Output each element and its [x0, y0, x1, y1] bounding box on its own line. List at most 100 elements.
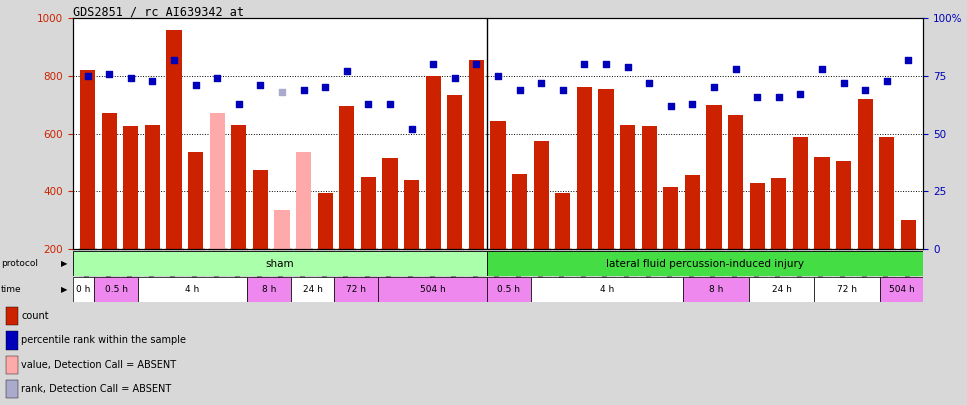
Point — [555, 87, 571, 93]
Bar — [145, 125, 160, 249]
Point — [749, 94, 765, 100]
Text: 0 h: 0 h — [76, 285, 91, 294]
Bar — [487, 277, 531, 302]
Text: lateral fluid percussion-induced injury: lateral fluid percussion-induced injury — [606, 259, 805, 269]
Bar — [6, 356, 17, 374]
Point — [102, 70, 117, 77]
Bar — [513, 174, 527, 249]
Point — [404, 126, 420, 132]
Text: 0.5 h: 0.5 h — [497, 285, 520, 294]
Bar — [901, 220, 916, 249]
Bar — [555, 193, 571, 249]
Point — [728, 66, 744, 72]
Bar — [335, 277, 378, 302]
Bar — [102, 113, 117, 249]
Point — [296, 87, 311, 93]
Point — [512, 87, 527, 93]
Bar — [531, 277, 684, 302]
Text: 72 h: 72 h — [346, 285, 366, 294]
Bar — [880, 277, 923, 302]
Text: 0.5 h: 0.5 h — [104, 285, 128, 294]
Point — [210, 75, 225, 81]
Point — [620, 64, 635, 70]
Point — [361, 100, 376, 107]
Bar — [188, 152, 203, 249]
Bar — [296, 152, 311, 249]
Bar — [707, 105, 721, 249]
Point — [641, 80, 657, 86]
Bar — [879, 136, 894, 249]
Bar — [138, 277, 248, 302]
Bar — [210, 113, 224, 249]
Text: value, Detection Call = ABSENT: value, Detection Call = ABSENT — [21, 360, 176, 370]
Point — [339, 68, 355, 75]
Text: ▶: ▶ — [61, 259, 68, 268]
Point — [490, 73, 506, 79]
Text: count: count — [21, 311, 49, 321]
Point — [80, 73, 96, 79]
Bar — [73, 251, 487, 276]
Text: GDS2851 / rc_AI639342_at: GDS2851 / rc_AI639342_at — [73, 5, 244, 18]
Text: ▶: ▶ — [61, 285, 68, 294]
Bar — [663, 187, 678, 249]
Point — [231, 100, 247, 107]
Bar — [6, 307, 17, 325]
Bar — [80, 70, 95, 249]
Bar — [685, 175, 700, 249]
Text: 24 h: 24 h — [772, 285, 792, 294]
Point — [275, 89, 290, 95]
Point — [858, 87, 873, 93]
Bar — [642, 126, 657, 249]
Text: 504 h: 504 h — [889, 285, 915, 294]
Point — [425, 61, 441, 68]
Bar — [748, 277, 814, 302]
Bar — [836, 161, 851, 249]
Bar — [469, 60, 484, 249]
Bar — [275, 210, 289, 249]
Point — [771, 94, 786, 100]
Point — [252, 82, 268, 88]
Point — [469, 61, 484, 68]
Bar — [487, 251, 923, 276]
Bar — [534, 141, 548, 249]
Bar — [291, 277, 335, 302]
Bar — [599, 89, 613, 249]
Point — [317, 84, 333, 91]
Point — [166, 57, 182, 63]
Bar — [166, 30, 182, 249]
Text: 24 h: 24 h — [303, 285, 322, 294]
Point — [534, 80, 549, 86]
Text: percentile rank within the sample: percentile rank within the sample — [21, 335, 187, 345]
Bar — [684, 277, 748, 302]
Bar — [361, 177, 376, 249]
Bar — [6, 331, 17, 350]
Text: protocol: protocol — [1, 259, 38, 268]
Point — [793, 91, 808, 98]
Bar — [728, 115, 744, 249]
Bar — [793, 136, 808, 249]
Bar — [814, 277, 880, 302]
Bar — [814, 157, 830, 249]
Bar — [772, 178, 786, 249]
Bar — [383, 158, 397, 249]
Bar — [231, 125, 247, 249]
Point — [835, 80, 851, 86]
Point — [814, 66, 830, 72]
Text: 72 h: 72 h — [837, 285, 857, 294]
Text: 4 h: 4 h — [600, 285, 614, 294]
Bar — [448, 95, 462, 249]
Point — [685, 100, 700, 107]
Bar — [425, 76, 441, 249]
Point — [123, 75, 138, 81]
Bar — [749, 183, 765, 249]
Bar — [252, 170, 268, 249]
Point — [663, 103, 679, 109]
Bar — [378, 277, 487, 302]
Text: sham: sham — [266, 259, 294, 269]
Bar — [577, 87, 592, 249]
Point — [188, 82, 203, 88]
Point — [447, 75, 462, 81]
Bar — [404, 180, 419, 249]
Text: time: time — [1, 285, 21, 294]
Point — [145, 77, 161, 84]
